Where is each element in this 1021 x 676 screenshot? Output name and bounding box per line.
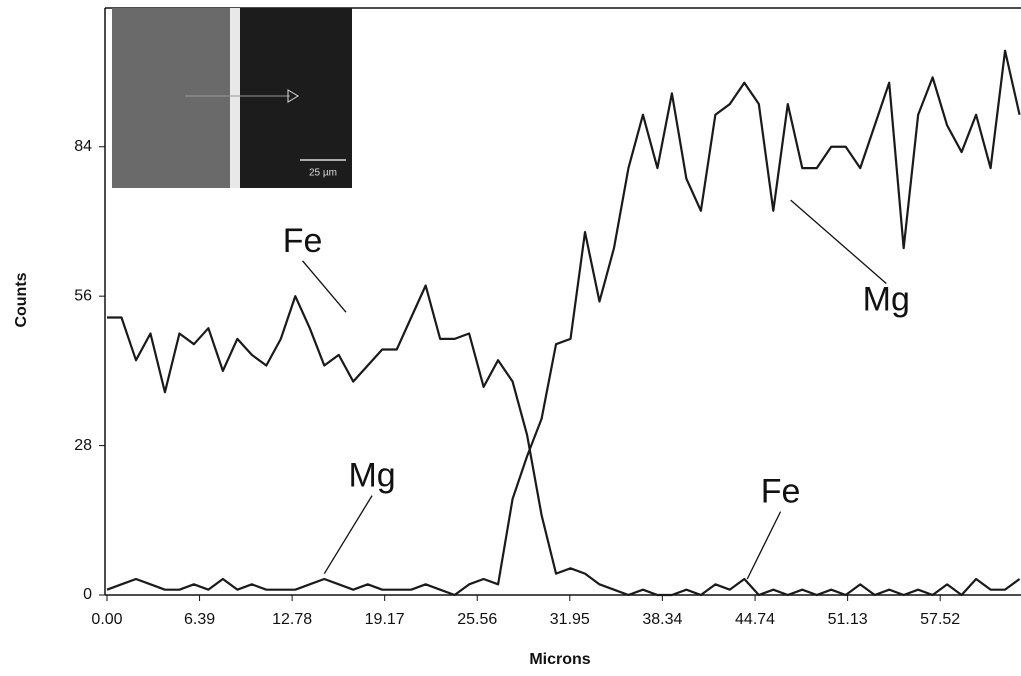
line-fe: [107, 284, 1021, 597]
x-tick-label: 44.74: [735, 611, 775, 628]
inset-scale-label: 25 µm: [309, 168, 337, 179]
annotation: Mg: [348, 457, 395, 495]
y-tick-label: 0: [83, 586, 92, 603]
annotation-leader: [302, 260, 347, 313]
inset-image: 25 µm: [112, 8, 352, 188]
y-tick-label: 28: [74, 437, 92, 454]
x-axis-title: Microns: [529, 651, 590, 668]
x-tick-label: 57.52: [920, 611, 960, 628]
x-tick-label: 0.00: [91, 611, 122, 628]
x-tick-label: 51.13: [828, 611, 868, 628]
x-tick-label: 12.78: [272, 611, 312, 628]
x-tick-label: 38.34: [642, 611, 682, 628]
y-axis-title: Counts: [13, 272, 30, 327]
x-tick-label: 6.39: [184, 611, 215, 628]
annotation-leader: [746, 511, 782, 580]
line-mg: [106, 49, 1021, 597]
x-tick-label: 19.17: [365, 611, 405, 628]
annotation-leader: [323, 495, 373, 574]
x-tick-label: 31.95: [550, 611, 590, 628]
y-tick-label: 84: [74, 138, 92, 155]
annotation: Fe: [283, 222, 323, 260]
y-tick-label: 56: [74, 287, 92, 304]
annotation-leader: [790, 199, 887, 284]
annotation: Fe: [761, 473, 801, 511]
x-tick-label: 25.56: [457, 611, 497, 628]
annotation: Mg: [863, 280, 910, 318]
